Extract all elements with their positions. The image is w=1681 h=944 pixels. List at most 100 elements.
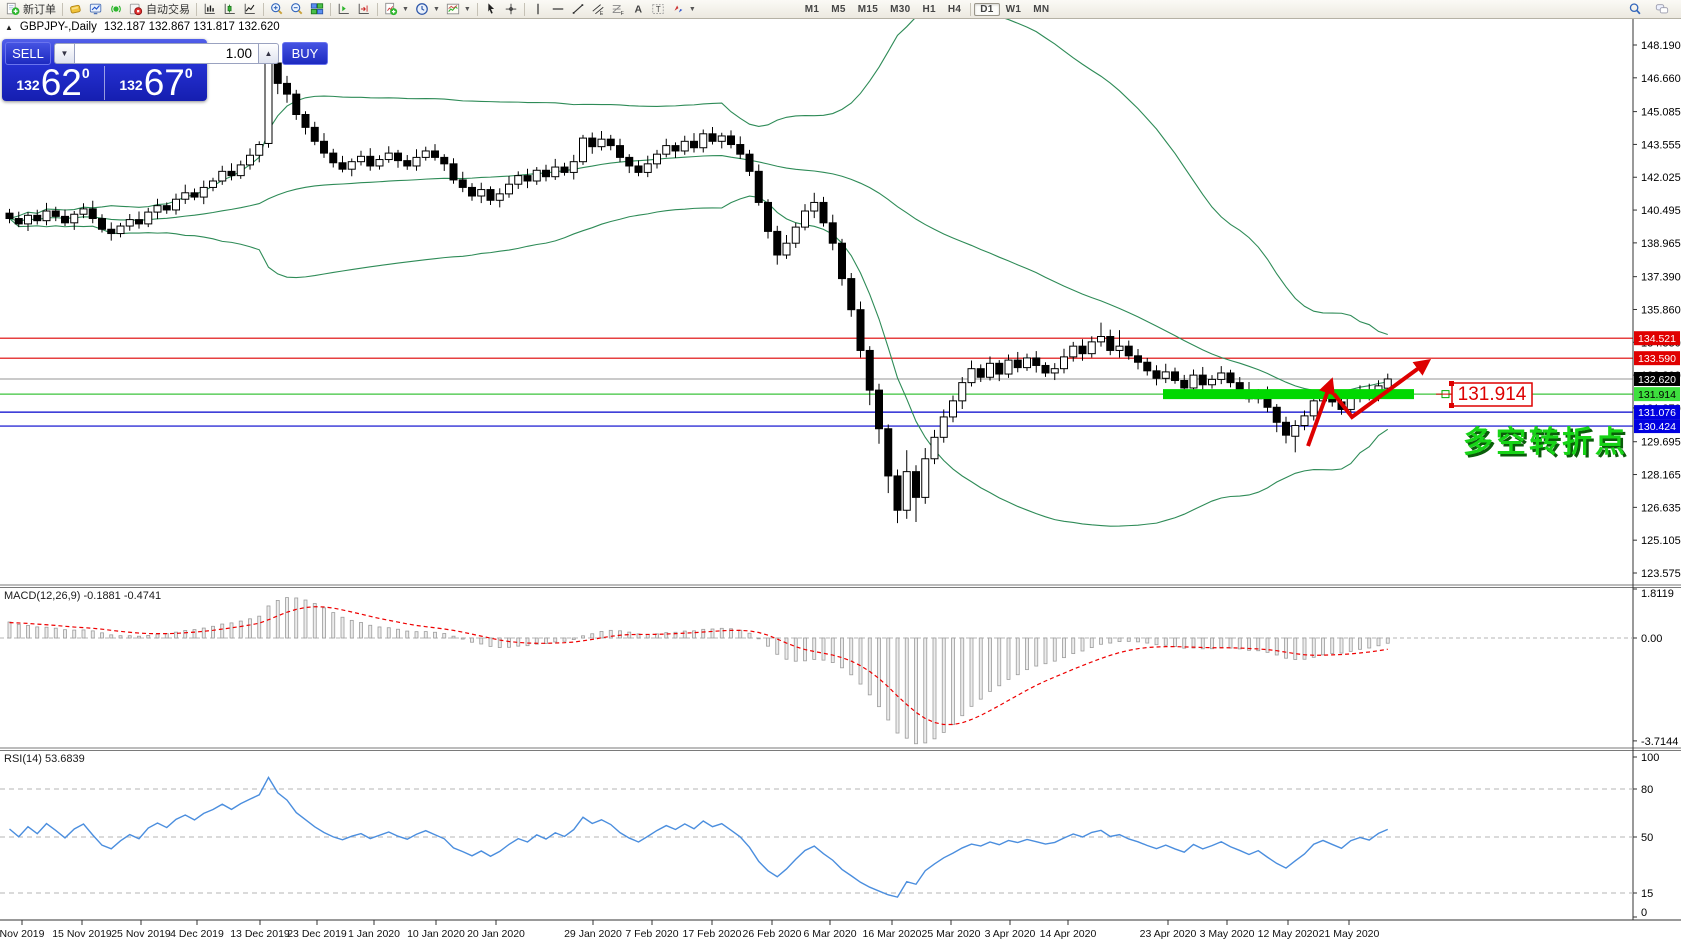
- trend-arrow-up-2[interactable]: [1332, 359, 1432, 420]
- candle-body: [246, 154, 254, 166]
- timeframe-M15[interactable]: M15: [857, 3, 879, 15]
- date-axis-label: 21 May 2020: [1319, 928, 1380, 940]
- price-callout-box[interactable]: [1451, 382, 1533, 407]
- macd-histogram-bar: [396, 628, 400, 639]
- candle-body: [653, 153, 661, 165]
- macd-histogram-bar: [1136, 637, 1140, 643]
- volume-decrease-button[interactable]: ▼: [54, 43, 75, 64]
- callout-handle[interactable]: [1449, 403, 1454, 408]
- candle-body: [458, 179, 467, 188]
- candle-body: [856, 309, 865, 351]
- terminal-button[interactable]: [86, 1, 106, 18]
- tile-windows-button[interactable]: [307, 1, 327, 18]
- trend-arrow-up-1[interactable]: [1306, 377, 1335, 447]
- date-axis-label: 25 Nov 2019: [111, 928, 171, 940]
- candle-body: [347, 161, 356, 170]
- candle-body: [33, 214, 42, 222]
- templates-button[interactable]: ▼: [443, 1, 474, 18]
- candle-body: [1291, 425, 1300, 437]
- candle-body: [1004, 359, 1013, 375]
- text-label-button[interactable]: T: [648, 1, 668, 18]
- horizontal-line-button[interactable]: [548, 1, 568, 18]
- autotrading-icon: [129, 3, 143, 16]
- chart-candles-button[interactable]: [220, 1, 240, 18]
- equidistant-channel-button[interactable]: E: [588, 1, 608, 18]
- terminal-icon: [89, 3, 102, 15]
- volume-input[interactable]: [75, 43, 258, 64]
- signals-button[interactable]: [106, 1, 126, 18]
- candle-body: [791, 226, 800, 244]
- vertical-line-button[interactable]: [528, 1, 548, 18]
- metaeditor-button[interactable]: [66, 1, 86, 18]
- candle-body: [431, 150, 439, 158]
- timeframe-H4[interactable]: H4: [947, 3, 962, 15]
- fibonacci-button[interactable]: F: [608, 1, 628, 18]
- support-zone-rectangle[interactable]: [1163, 389, 1414, 400]
- trendline-button[interactable]: [568, 1, 588, 18]
- candle-body: [301, 113, 310, 128]
- chat-button[interactable]: [1652, 1, 1672, 18]
- collapse-panel-arrow[interactable]: ▲: [5, 22, 13, 32]
- macd-histogram-bar: [349, 619, 354, 639]
- timeframe-M1[interactable]: M1: [804, 3, 820, 15]
- chat-icon: [1655, 4, 1669, 14]
- toolbar-right-icons: [1625, 1, 1681, 18]
- new-order-button[interactable]: 新订单: [3, 1, 59, 18]
- symbol-ohlc: 132.187 132.867 131.817 132.620: [103, 21, 280, 33]
- macd-histogram-bar: [784, 637, 789, 660]
- search-button[interactable]: [1625, 1, 1645, 18]
- buy-price[interactable]: 132 67 0: [105, 64, 207, 101]
- autotrading-button[interactable]: 自动交易: [126, 1, 193, 18]
- macd-histogram-bar: [914, 637, 918, 745]
- candle-body: [162, 205, 171, 211]
- candle-body: [986, 362, 994, 378]
- zoom-in-button[interactable]: [267, 1, 287, 18]
- callout-handle[interactable]: [1449, 381, 1454, 386]
- candle-body: [107, 228, 116, 235]
- date-axis-label: 3 May 2020: [1200, 928, 1255, 940]
- candle-body: [958, 382, 967, 402]
- chart-shift-button[interactable]: [334, 1, 354, 18]
- timeframe-D1[interactable]: D1: [974, 2, 1000, 16]
- insert-indicator-button[interactable]: ▼: [381, 1, 412, 18]
- periods-button[interactable]: ▼: [412, 1, 443, 18]
- candle-body: [773, 230, 782, 256]
- date-axis-label: 10 Jan 2020: [407, 928, 465, 940]
- macd-histogram-bar: [719, 627, 724, 639]
- arrows-button[interactable]: ▼: [668, 1, 699, 18]
- text-button[interactable]: A: [628, 1, 648, 18]
- candle-body: [1300, 415, 1309, 427]
- timeframe-H1[interactable]: H1: [922, 3, 936, 15]
- chevron-down-icon: ▼: [402, 5, 409, 13]
- volume-increase-button[interactable]: ▲: [258, 43, 279, 64]
- candle-body: [560, 166, 569, 173]
- zoom-out-button[interactable]: [287, 1, 307, 18]
- macd-histogram-bar: [405, 630, 410, 639]
- macd-histogram-bar: [1108, 637, 1113, 644]
- candle-body: [1208, 378, 1216, 386]
- macd-histogram-bar: [266, 605, 271, 639]
- candle-body: [671, 145, 680, 152]
- candle-body: [1226, 372, 1235, 384]
- candle-body: [643, 163, 652, 173]
- timeframe-W1[interactable]: W1: [1005, 3, 1022, 15]
- timeframe-MN[interactable]: MN: [1033, 3, 1050, 15]
- crosshair-button[interactable]: [501, 1, 521, 18]
- chart-bars-button[interactable]: [200, 1, 220, 18]
- metaeditor-icon: [70, 4, 81, 14]
- cursor-button[interactable]: [481, 1, 501, 18]
- sell-price[interactable]: 132 62 0: [2, 64, 105, 101]
- timeframe-M30[interactable]: M30: [890, 3, 911, 15]
- macd-histogram-bar: [174, 631, 178, 639]
- timeframe-M5[interactable]: M5: [831, 3, 846, 15]
- candle-body: [135, 219, 143, 225]
- candle-body: [310, 126, 319, 142]
- macd-histogram-bar: [978, 637, 983, 700]
- buy-button[interactable]: BUY: [282, 42, 328, 65]
- macd-histogram-bar: [294, 597, 299, 639]
- turning-point-note[interactable]: 多空转折点: [1463, 426, 1628, 459]
- sell-button[interactable]: SELL: [5, 42, 51, 65]
- chart-autoscroll-button[interactable]: [354, 1, 374, 18]
- chart-line-button[interactable]: [240, 1, 260, 18]
